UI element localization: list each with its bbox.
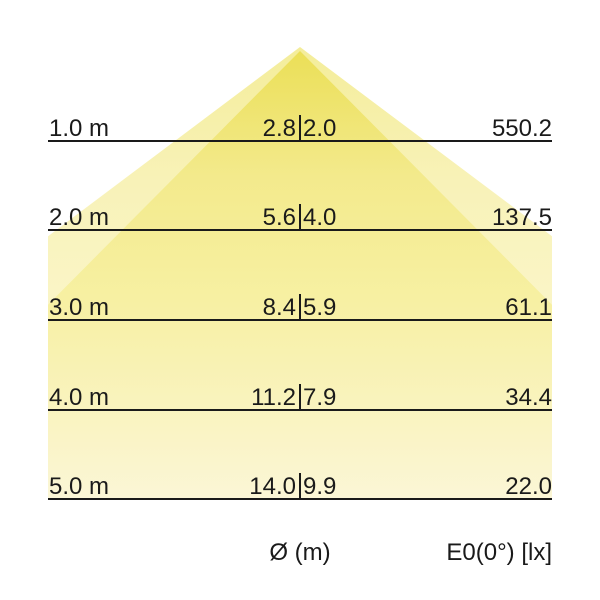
- diameter-column-label: Ø (m): [269, 539, 331, 566]
- diameter-narrow-value: 7.9: [303, 384, 337, 411]
- diameter-narrow-value: 9.9: [303, 473, 337, 500]
- diameter-separator-bar: [298, 294, 301, 320]
- distance-line: [48, 140, 552, 142]
- inner-beam-cone: [48, 51, 552, 499]
- distance-label: 3.0 m: [49, 294, 110, 321]
- diameter-separator-bar: [298, 115, 301, 141]
- illuminance-value: 61.1: [505, 294, 552, 321]
- distance-label: 2.0 m: [49, 204, 110, 231]
- illuminance-value: 137.5: [491, 204, 552, 231]
- diameter-wide-value: 8.4: [262, 294, 296, 321]
- distance-line: [48, 498, 552, 500]
- diameter-wide-value: 5.6: [262, 204, 296, 231]
- illuminance-value: 34.4: [505, 384, 552, 411]
- diameter-separator-bar: [298, 473, 301, 499]
- diameter-wide-value: 14.0: [249, 473, 296, 500]
- diameter-separator-bar: [298, 204, 301, 230]
- distance-label: 5.0 m: [49, 473, 110, 500]
- distance-line: [48, 229, 552, 231]
- diameter-wide-value: 2.8: [262, 115, 296, 142]
- illuminance-value: 22.0: [505, 473, 552, 500]
- distance-label: 4.0 m: [49, 384, 110, 411]
- illuminance-value: 550.2: [491, 115, 552, 142]
- diameter-narrow-value: 2.0: [303, 115, 337, 142]
- diameter-wide-value: 11.2: [251, 384, 296, 411]
- diameter-narrow-value: 5.9: [303, 294, 337, 321]
- distance-label: 1.0 m: [49, 115, 110, 142]
- diameter-separator-bar: [298, 384, 301, 410]
- distance-line: [48, 319, 552, 321]
- distance-line: [48, 409, 552, 411]
- diameter-narrow-value: 4.0: [303, 204, 337, 231]
- illuminance-column-label: E0(0°) [lx]: [446, 539, 552, 566]
